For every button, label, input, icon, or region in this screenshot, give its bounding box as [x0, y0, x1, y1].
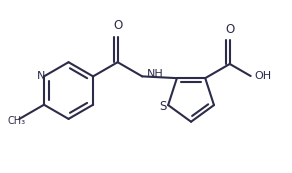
- Text: CH₃: CH₃: [8, 116, 26, 126]
- Text: NH: NH: [147, 69, 164, 79]
- Text: O: O: [225, 23, 234, 36]
- Text: S: S: [159, 100, 167, 113]
- Text: N: N: [37, 71, 45, 81]
- Text: OH: OH: [255, 71, 272, 81]
- Text: O: O: [113, 19, 122, 32]
